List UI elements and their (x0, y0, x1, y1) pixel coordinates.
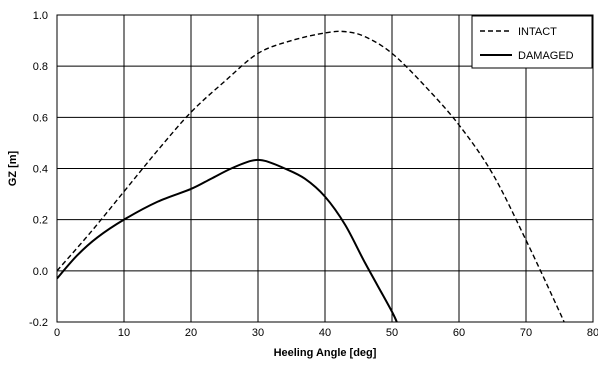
x-tick-label: 0 (54, 327, 60, 339)
legend-box (471, 15, 593, 69)
x-tick-label: 30 (252, 327, 264, 339)
y-axis-title: GZ [m] (7, 150, 19, 186)
x-axis-title: Heeling Angle [deg] (274, 347, 377, 359)
y-tick-label: 0.8 (33, 61, 48, 73)
legend-label-damaged: DAMAGED (518, 50, 574, 62)
x-tick-label: 60 (453, 327, 465, 339)
legend-label-intact: INTACT (518, 26, 557, 38)
x-tick-label: 40 (319, 327, 331, 339)
y-tick-label: 0.6 (33, 112, 48, 124)
x-tick-label: 80 (587, 327, 598, 339)
plot-frame (56, 14, 594, 323)
x-tick-label: 20 (185, 327, 197, 339)
y-tick-label: 1.0 (33, 10, 48, 22)
x-tick-label: 10 (118, 327, 130, 339)
series-layer (57, 30, 565, 322)
legend: INTACT DAMAGED (471, 15, 593, 69)
tick-labels: 0 10 20 30 40 50 60 70 80 -0.2 0.0 0.2 0.4 0.6 0.8 1.0 (29, 10, 598, 339)
series-line-damaged (57, 158, 398, 322)
y-tick-label: 0.0 (33, 266, 48, 278)
y-tick-label: -0.2 (29, 317, 48, 329)
x-tick-label: 70 (520, 327, 532, 339)
y-tick-label: 0.4 (33, 164, 48, 176)
series-line-intact (57, 30, 565, 322)
x-tick-label: 50 (386, 327, 398, 339)
y-tick-label: 0.2 (33, 215, 48, 227)
